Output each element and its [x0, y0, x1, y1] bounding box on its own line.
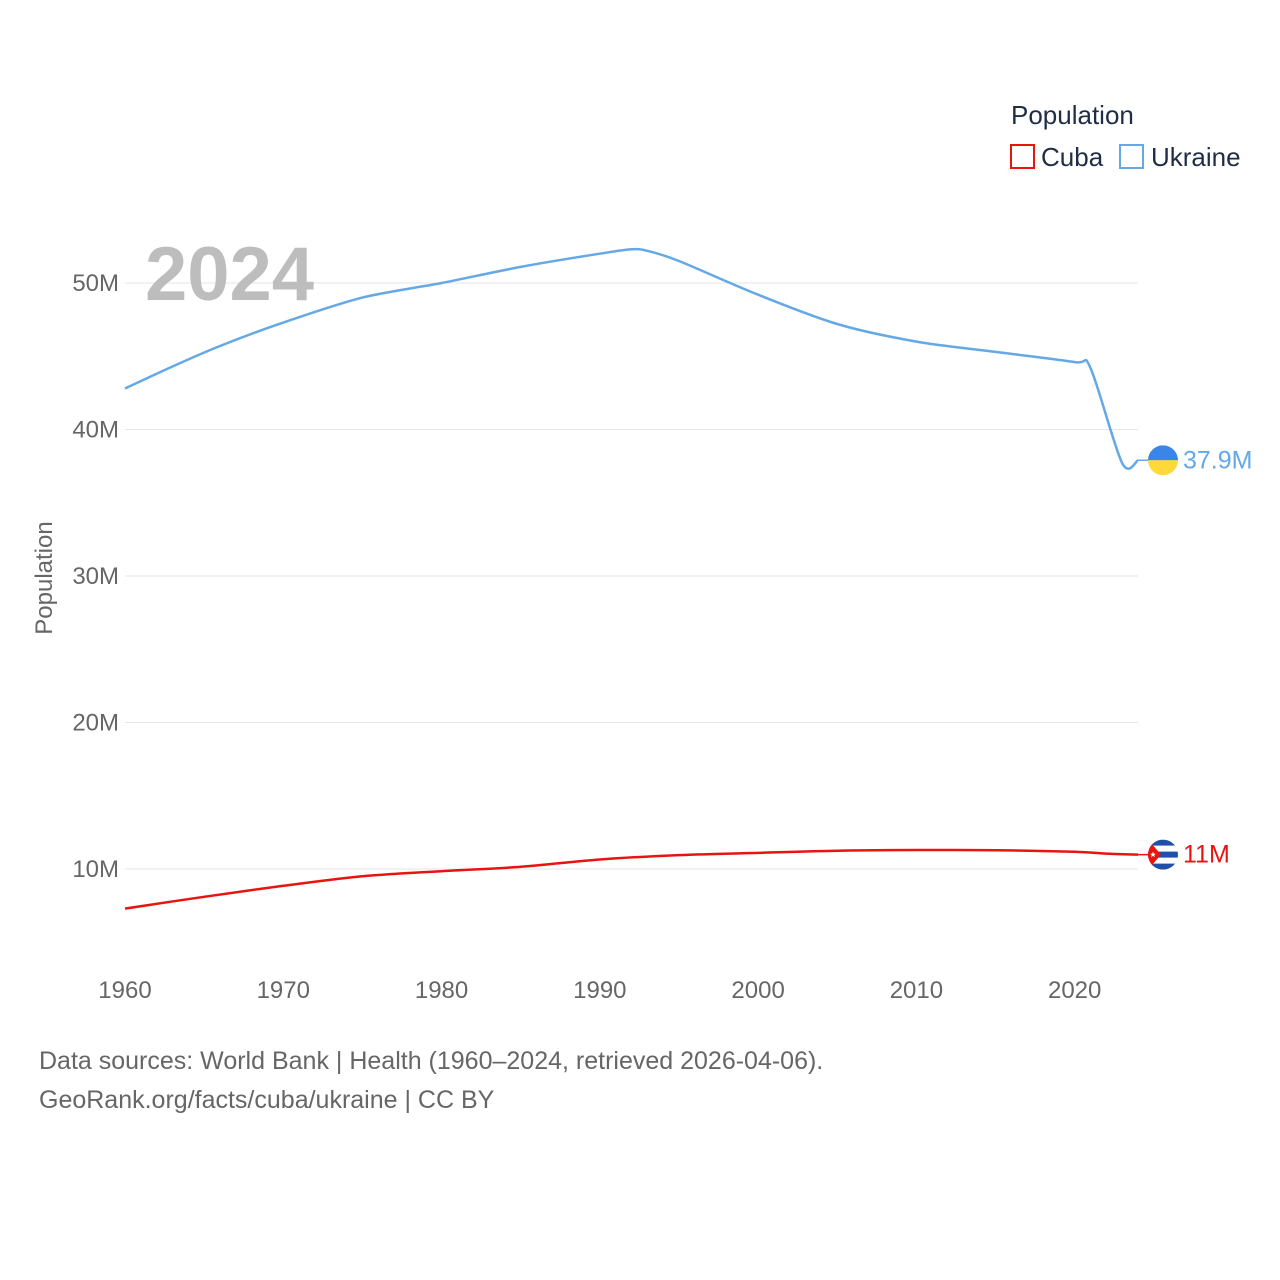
y-axis-ticks: 10M 20M 30M 40M 50M [72, 270, 119, 883]
x-tick-label: 1970 [257, 977, 310, 1004]
legend-item-cuba[interactable]: Cuba [1010, 142, 1104, 172]
legend-swatch-ukraine [1119, 144, 1144, 169]
legend-label-cuba: Cuba [1041, 142, 1104, 172]
data-source-text: Data sources: World Bank | Health (1960–… [39, 1047, 823, 1075]
end-label-cuba: 11M [1183, 841, 1230, 869]
x-tick-label: 1960 [98, 977, 151, 1004]
x-tick-label: 1990 [573, 977, 626, 1004]
x-tick-label: 1980 [415, 977, 468, 1004]
ukraine-flag-icon [1148, 445, 1178, 476]
series-line-ukraine[interactable] [124, 247, 1139, 470]
x-tick-label: 2010 [890, 977, 943, 1004]
x-axis-ticks: 1960 1970 1980 1990 2000 2010 2020 [98, 977, 1101, 1004]
end-label-ukraine: 37.9M [1183, 446, 1252, 474]
y-tick-label: 30M [72, 563, 119, 590]
gridlines [125, 282, 1138, 870]
legend: Population Cuba Ukraine [1010, 100, 1241, 172]
x-tick-label: 2020 [1048, 977, 1101, 1004]
legend-item-ukraine[interactable]: Ukraine [1119, 142, 1241, 172]
credit-text[interactable]: GeoRank.org/facts/cuba/ukraine | CC BY [39, 1086, 495, 1114]
y-tick-label: 40M [72, 417, 119, 444]
y-tick-label: 10M [72, 856, 119, 883]
y-tick-label: 50M [72, 270, 119, 297]
legend-swatch-cuba [1010, 144, 1035, 169]
legend-title: Population [1011, 100, 1134, 130]
x-tick-label: 2000 [731, 977, 784, 1004]
y-tick-label: 20M [72, 710, 119, 737]
year-watermark: 2024 [145, 232, 314, 317]
series-line-cuba[interactable] [124, 848, 1139, 910]
series-lines [124, 247, 1148, 910]
cuba-flag-icon [1148, 839, 1178, 870]
y-axis-label: Population [31, 521, 58, 634]
legend-label-ukraine: Ukraine [1151, 142, 1241, 172]
